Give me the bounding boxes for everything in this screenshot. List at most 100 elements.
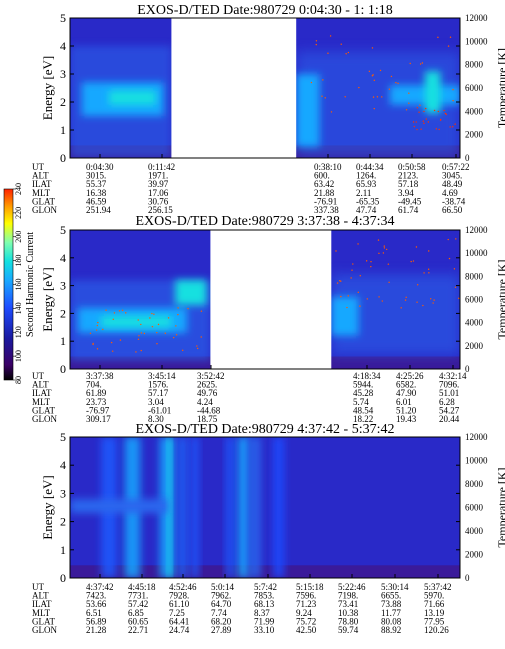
colorbar-tick-label: 200 [14,231,23,243]
temperature-point [359,275,361,277]
temperature-point [419,63,422,65]
table-cell: 4:45:18 [128,582,156,592]
y2-tick-label: 4000 [465,106,484,116]
table-cell: 6582. [396,380,416,390]
table-cell: 64.70 [211,599,232,609]
temperature-point [352,263,354,265]
flux-band [331,296,359,336]
temperature-point [427,121,430,123]
table-cell: 5:30:14 [381,582,409,592]
table-cell: 2123. [398,171,418,181]
y-tick-label: 0 [60,571,66,585]
table-cell: 33.10 [254,625,275,635]
temperature-point [119,339,122,341]
table-cell: 64.41 [169,616,189,626]
temperature-point [111,350,114,352]
table-cell: 7.25 [169,608,185,618]
y-tick-label: 4 [60,251,66,265]
y2-tick-label: 10000 [465,248,488,258]
row-label-alt: ALT [32,380,49,390]
temperature-point [350,277,352,279]
temperature-point [177,313,179,316]
table-cell: 24.74 [169,625,190,635]
table-cell: 66.50 [442,205,463,215]
temperature-point [172,336,175,339]
temperature-point [118,310,121,312]
temperature-point [424,107,427,110]
temperature-point [448,257,451,260]
temperature-point [427,268,430,270]
table-cell: 19.43 [396,414,417,424]
table-cell: 42.50 [296,625,317,635]
temperature-point [409,62,411,65]
temperature-point [412,260,415,262]
temperature-point [438,128,440,131]
temperature-point [416,284,419,286]
temperature-point [113,312,116,314]
table-cell: 9.24 [296,608,312,618]
table-cell: 11.77 [381,608,401,618]
temperature-point [324,97,326,99]
table-cell: 57.18 [398,179,419,189]
table-cell: 68.13 [254,599,275,609]
temperature-point [422,120,424,122]
temperature-point [388,88,391,90]
temperature-point [156,331,158,334]
temperature-point [404,299,407,301]
table-cell: 1264. [356,171,376,181]
y-tick-label: 3 [60,67,66,81]
temperature-point [371,47,374,49]
y-tick-label: 5 [60,223,66,237]
temperature-point [156,342,158,345]
table-cell: 0:57:22 [442,162,470,172]
table-cell: 7853. [254,591,274,601]
y2-tick-label: 0 [465,364,470,374]
colorbar-tick-label: 240 [14,183,23,195]
temperature-point [359,305,361,307]
temperature-point [454,286,457,289]
temperature-point [422,304,424,307]
temperature-point [372,96,375,98]
flux-stripe [237,437,250,578]
y-tick-label: 2 [60,306,66,320]
temperature-point [329,35,332,37]
temperature-point [345,53,347,55]
table-cell: 46.59 [86,196,107,206]
y2-tick-label: 0 [465,573,470,583]
temperature-point [376,96,379,98]
temperature-point [365,260,368,262]
temperature-point [423,272,425,274]
temperature-point [196,347,199,350]
temperature-point [453,268,456,270]
temperature-point [397,82,399,85]
temperature-point [451,126,454,128]
chart-title: EXOS-D/TED Date:980729 4:37:42 - 5:37:42 [136,422,395,437]
temperature-point [92,343,94,346]
temperature-point [413,125,416,128]
y-tick-label: 4 [60,458,66,472]
table-cell: 45.28 [353,388,374,398]
table-cell: 5:37:42 [424,582,452,592]
table-cell: 7962. [211,591,231,601]
table-cell: 55.37 [86,179,107,189]
flux-stripe [272,437,285,578]
temperature-point [373,107,375,110]
temperature-point [416,301,418,303]
table-cell: 48.49 [442,179,463,189]
temperature-point [370,265,372,268]
temperature-point [96,324,99,327]
table-cell: 3.94 [398,188,414,198]
y2-tick-label: 12000 [465,432,488,442]
temperature-point [310,81,313,84]
table-cell: 5:0:14 [211,582,235,592]
temperature-point [452,88,454,91]
temperature-point [416,128,418,131]
table-cell: 2625. [197,380,217,390]
y2-tick-label: 12000 [465,13,488,23]
temperature-point [377,239,380,241]
table-cell: 65.93 [356,179,377,189]
table-cell: 21.28 [86,625,107,635]
flux-peak [101,316,172,328]
temperature-point [439,118,442,121]
